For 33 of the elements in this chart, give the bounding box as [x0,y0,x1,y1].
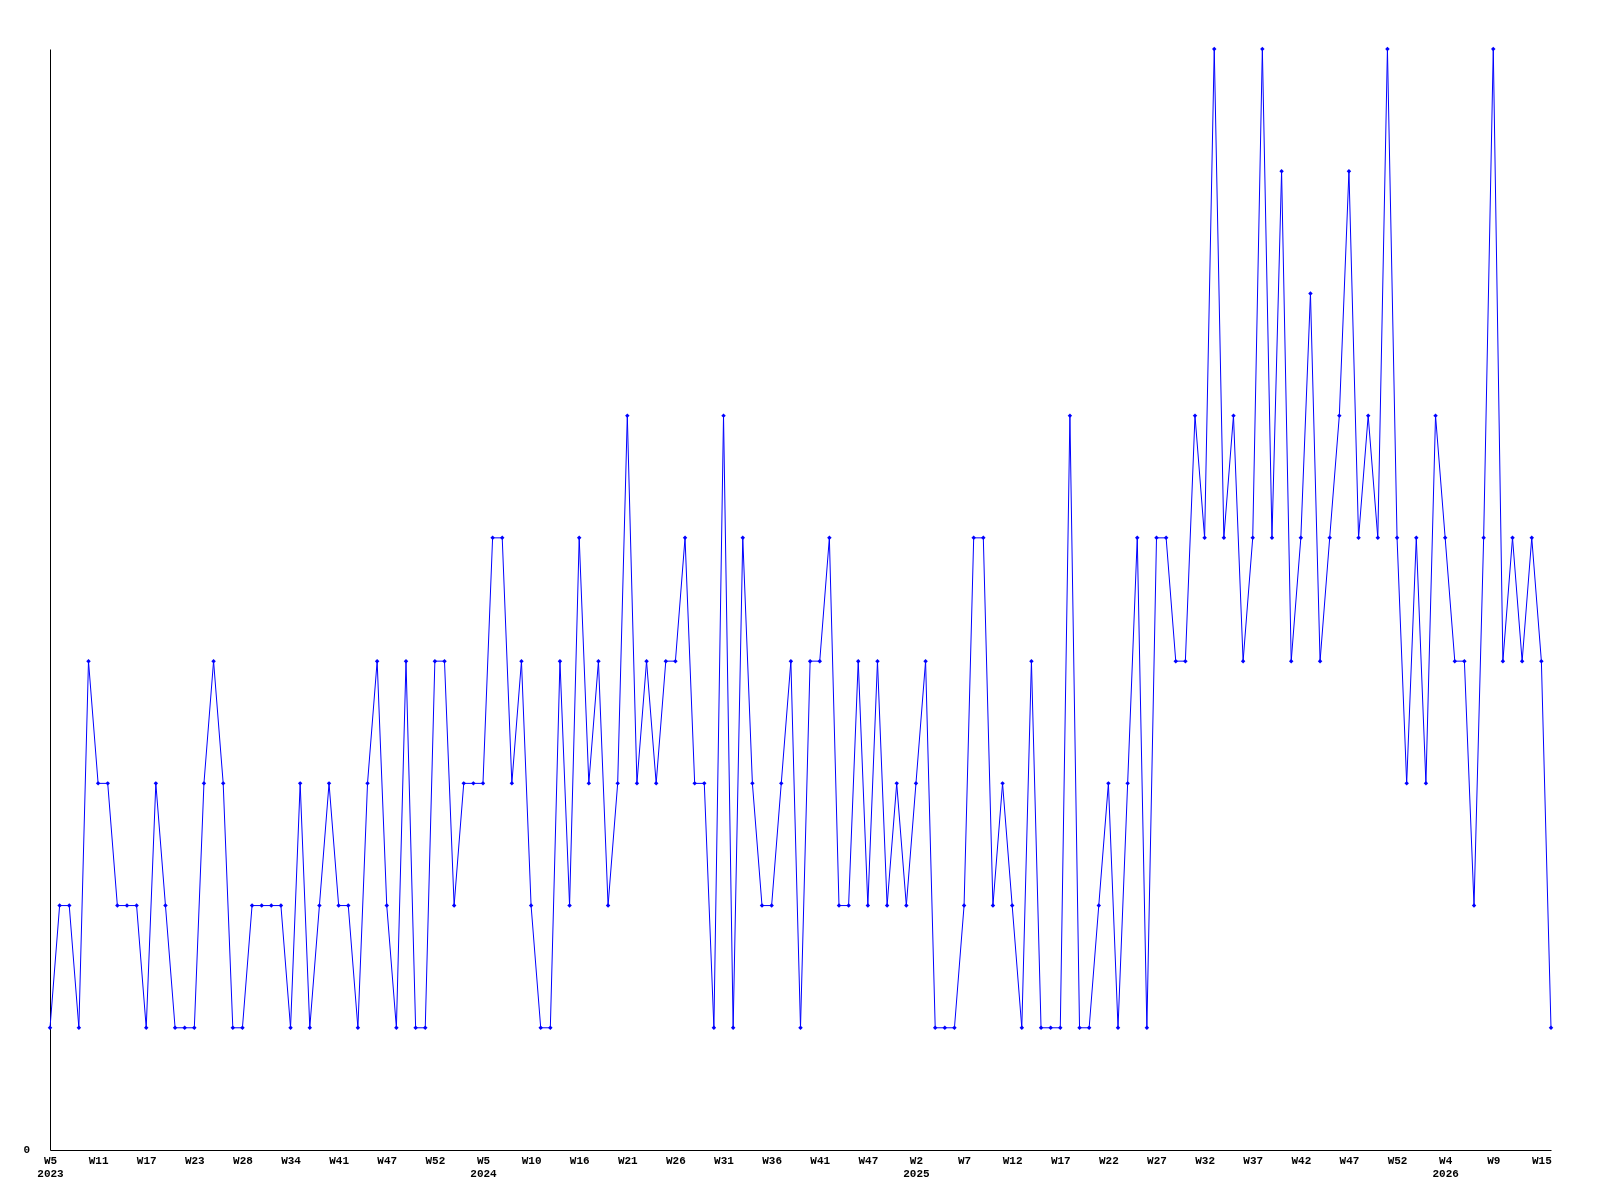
text: 0 [23,1144,30,1156]
x-tick-label: W15 [1531,1154,1553,1167]
x-tick-label: W16 [569,1154,590,1167]
x-tick-label: W31 [714,1154,735,1167]
x-tick-label: W41 [329,1154,350,1167]
x-tick-label: W28 [233,1154,254,1167]
x-tick-label: W17 [1050,1154,1071,1167]
x-tick-label: W12 [1002,1154,1023,1167]
x-tick-label: W47 [858,1154,879,1167]
x-tick-label: W52 [425,1154,446,1167]
x-tick-label: W37 [1243,1154,1264,1167]
x-tick-label: W21 [617,1154,639,1167]
x-tick-label: W2 2025 [903,1154,931,1180]
x-tick-label: W22 [1098,1154,1119,1167]
x-tick-label: W34 [281,1154,302,1167]
x-tick-label: W5 2024 [470,1154,498,1180]
x-tick-label: W47 [1339,1154,1360,1167]
x-tick-label: W32 [1195,1154,1216,1167]
x-tick-label: W27 [1147,1154,1167,1167]
x-tick-label: W9 [1487,1154,1501,1167]
x-tick-label: W52 [1387,1154,1408,1167]
x-tick-label: W4 2026 [1432,1154,1459,1180]
x-tick-label: W23 [184,1154,206,1167]
x-tick-label: W10 [521,1154,542,1167]
x-tick-label: W42 [1291,1154,1312,1167]
x-tick-label: W5 2023 [37,1154,65,1180]
x-tick-label: W26 [666,1154,686,1167]
x-tick-label: W17 [136,1154,157,1167]
x-tick-label: W47 [377,1154,398,1167]
x-tick-label: W41 [810,1154,831,1167]
x-tick-label: W7 [957,1154,972,1167]
x-tick-label: W36 [762,1154,783,1167]
x-tick-label: W11 [88,1154,109,1167]
